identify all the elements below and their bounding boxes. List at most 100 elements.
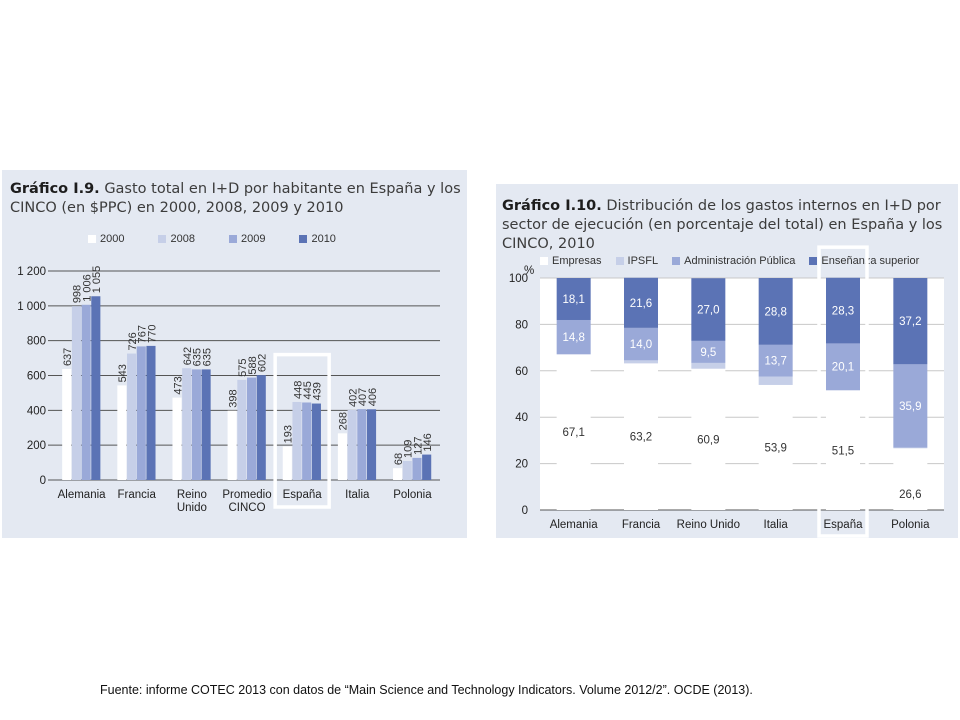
chart-1-x-tick-label: Unido — [177, 502, 207, 514]
chart-2-legend-label: Enseñanza superior — [821, 255, 920, 267]
chart-2-bar-segment — [893, 448, 928, 510]
chart-2-data-label: 35,9 — [899, 401, 921, 413]
chart-2-y-tick-label: 100 — [509, 273, 528, 285]
chart-1-data-label: 445 — [302, 381, 314, 399]
source-footnote: Fuente: informe COTEC 2013 con datos de … — [100, 683, 753, 697]
chart-2-bar-segment — [758, 278, 793, 345]
chart-1-bar — [127, 353, 137, 480]
chart-2-data-label: 67,1 — [562, 427, 584, 439]
chart-1-x-tick-label: Reino — [177, 489, 207, 501]
chart-1-bar — [412, 457, 422, 480]
chart-1-bar — [191, 369, 201, 480]
chart-1-bar — [62, 369, 72, 480]
chart-1-bar — [227, 410, 237, 480]
chart-1-bar — [256, 375, 266, 480]
chart-2-title-text: Distribución de los gastos internos en I… — [502, 198, 943, 252]
chart-1-bar — [337, 433, 347, 480]
chart-2-bar-segment — [624, 360, 658, 364]
chart-2-legend-swatch — [615, 257, 624, 265]
chart-1-y-tick-label: 200 — [27, 440, 46, 452]
chart-1-y-tick-label: 1 200 — [17, 266, 46, 278]
chart-1-bar — [237, 379, 247, 480]
chart-1-legend: 2000 2008 2009 2010 — [88, 233, 370, 245]
chart-2-data-label: 13,7 — [764, 356, 786, 368]
chart-2-data-label: 28,8 — [764, 306, 786, 318]
chart-1-bar — [357, 409, 367, 480]
chart-1-bar — [302, 402, 312, 480]
chart-2-bar-segment — [691, 340, 726, 363]
chart-2-data-label: 37,2 — [899, 316, 921, 328]
chart-2-data-label: 51,5 — [832, 445, 854, 457]
chart-1-bar — [201, 369, 211, 480]
chart-2-highlight-box — [817, 245, 869, 538]
chart-1-data-label: 602 — [257, 354, 269, 372]
chart-1-legend-item: 2009 — [228, 233, 266, 245]
chart-1-data-label: 1 006 — [81, 274, 93, 302]
chart-2-legend-swatch — [809, 257, 818, 265]
chart-2-data-label: 60,9 — [697, 434, 719, 446]
chart-2-data-label: 14,0 — [630, 339, 652, 351]
chart-2-data-label: 27,0 — [697, 305, 719, 317]
chart-1-bar — [282, 446, 292, 480]
chart-1-title-bold: Gráfico I.9. — [10, 181, 100, 197]
chart-2-bar-segment — [624, 327, 658, 361]
chart-1-legend-label: 2008 — [170, 233, 195, 245]
chart-1-bar — [422, 454, 432, 480]
chart-1-legend-label: 2010 — [311, 233, 336, 245]
chart-1-data-label: 575 — [237, 358, 249, 376]
chart-2-data-label: 20,1 — [832, 362, 854, 374]
chart-1-bar — [366, 409, 377, 480]
chart-1-data-label: 398 — [227, 389, 239, 407]
chart-1-y-tick-label: 800 — [27, 336, 46, 348]
chart-1-title: Gráfico I.9. Gasto total en I+D por habi… — [10, 180, 462, 218]
chart-1-legend-swatch — [158, 235, 167, 243]
chart-1-x-tick-label: Promedio — [222, 489, 271, 501]
chart-1-bar — [402, 461, 412, 480]
chart-1-y-tick-label: 600 — [27, 371, 46, 383]
chart-1-y-tick-label: 1 000 — [17, 301, 46, 313]
chart-1-data-label: 146 — [422, 433, 434, 451]
chart-1-legend-label: 2000 — [100, 233, 125, 245]
chart-2-plot-area — [540, 278, 944, 510]
chart-1-data-label: 268 — [338, 412, 350, 430]
chart-1-legend-label: 2009 — [240, 233, 266, 245]
chart-1-bar — [182, 368, 192, 480]
chart-2-y-tick-label: 60 — [515, 366, 528, 378]
chart-2-bar-segment — [758, 376, 793, 385]
chart-2-data-label: 28,3 — [832, 306, 854, 318]
chart-1-data-label: 473 — [172, 376, 184, 394]
chart-2-bar-segment — [624, 277, 658, 328]
chart-2-legend-label: Empresas — [552, 255, 602, 267]
chart-2-title-bold: Gráfico I.10. — [502, 198, 602, 214]
chart-2-plot: 020406080100%67,114,818,1Alemania63,21,3… — [509, 245, 944, 538]
chart-2-x-tick-label: Polonia — [891, 519, 930, 531]
chart-1-x-tick-label: Polonia — [393, 489, 432, 501]
chart-2-bar-segment — [826, 390, 860, 510]
chart-1-x-tick-label: Italia — [345, 489, 370, 501]
chart-1-data-label: 998 — [72, 285, 84, 303]
chart-1-bar — [71, 306, 81, 480]
chart-2-x-tick-label: Italia — [764, 519, 789, 531]
chart-2-x-tick-label: Alemania — [550, 519, 599, 531]
chart-2-data-label: 53,9 — [764, 442, 786, 454]
chart-1-data-label: 637 — [62, 348, 74, 366]
chart-2-bar-segment — [624, 363, 658, 510]
chart-2-y-tick-label: 0 — [522, 505, 528, 517]
chart-2-x-tick-label: Francia — [622, 519, 661, 531]
chart-1-legend-item: 2010 — [299, 233, 336, 245]
chart-1-bar — [292, 401, 302, 480]
chart-1-data-label: 439 — [312, 382, 324, 400]
chart-panel-2: Gráfico I.10. Distribución de los gastos… — [496, 184, 958, 538]
chart-2-bar-segment — [893, 278, 928, 365]
chart-1-data-label: 635 — [192, 348, 204, 366]
chart-2-x-tick-label: España — [823, 519, 863, 531]
chart-1-data-label: 402 — [347, 389, 359, 407]
chart-2-bar-segment — [556, 278, 591, 320]
chart-1-data-label: 1 055 — [91, 266, 103, 294]
chart-2-bar-segment — [556, 354, 591, 510]
chart-2-bar-segment — [758, 344, 793, 377]
chart-1-data-label: 543 — [117, 364, 129, 382]
chart-1-legend-swatch — [88, 235, 96, 243]
chart-1-x-tick-label: España — [283, 489, 323, 501]
chart-2-data-label: 21,6 — [630, 298, 652, 310]
